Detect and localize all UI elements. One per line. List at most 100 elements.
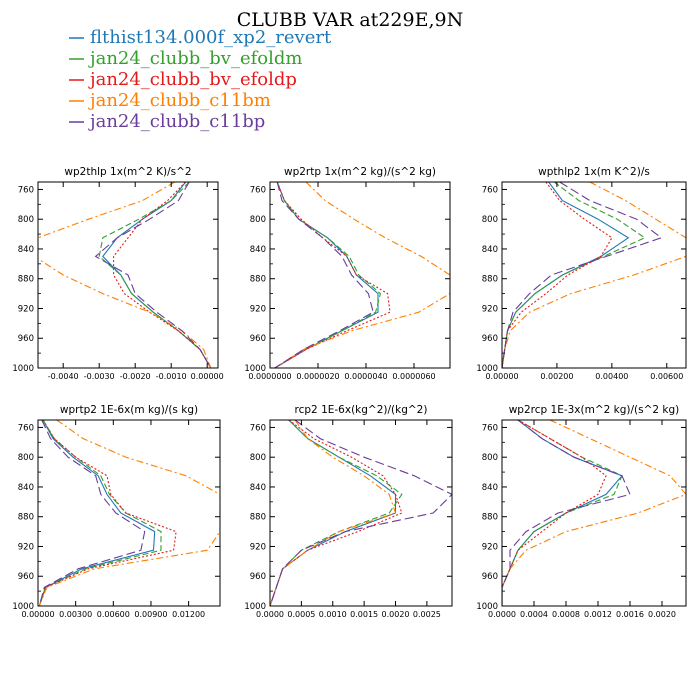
series-line [502, 420, 623, 606]
series-group [502, 182, 686, 368]
y-tick-label: 800 [250, 453, 266, 463]
y-tick-label: 920 [482, 542, 498, 552]
x-tick-label: 0.0020 [382, 610, 410, 619]
x-tick-label: 0.00600 [97, 610, 130, 619]
y-tick-label: 880 [250, 513, 266, 523]
y-tick-label: 960 [482, 334, 498, 344]
series-line [502, 420, 631, 606]
panel-2: wp2rtp 1x(m^2 kg)/(s^2 kg) 760 800 840 880 92… [244, 166, 451, 381]
panel-6: wp2rcp 1E-3x(m^2 kg)/(s^2 kg) 760 800 840 88… [476, 404, 687, 619]
y-tick-label: 880 [482, 513, 498, 523]
plot-frame [37, 181, 219, 369]
x-tick-label: 0.0015 [350, 610, 378, 619]
y-tick-label: 920 [250, 304, 266, 314]
panel-4: wprtp2 1E-6x(m kg)/(s kg) 760 800 840 880 920… [12, 404, 221, 619]
series-line [502, 182, 663, 368]
x-tick-label: 0.00200 [540, 372, 573, 381]
y-tick-label: 880 [250, 275, 266, 285]
y-tick-label: 1000 [12, 602, 34, 612]
y-tick-label: 840 [482, 483, 498, 493]
legend-entry: jan24_clubb_c11bp [69, 111, 265, 132]
panel-title: rcp2 1E-6x(kg^2)/(kg^2) [295, 404, 428, 416]
series-line [38, 420, 220, 606]
y-tick-label: 840 [250, 483, 266, 493]
y-tick-label: 960 [250, 572, 266, 582]
y-tick-label: 800 [18, 215, 34, 225]
plot-frame [269, 419, 453, 607]
y-tick-label: 760 [250, 185, 266, 195]
x-tick-label: 0.0000060 [392, 372, 435, 381]
x-tick-label: 0.0016 [616, 610, 644, 619]
y-tick-label: 760 [482, 423, 498, 433]
series-line [502, 420, 623, 606]
y-tick-label: 760 [482, 185, 498, 195]
series-line [502, 182, 613, 368]
x-tick-label: 0.01200 [172, 610, 205, 619]
series-line [502, 420, 686, 606]
panels: wp2thlp 1x(m^2 K)/s^2 760 800 840 880 920 960 1… [12, 166, 687, 619]
series-line [38, 420, 146, 606]
plot-frame [37, 419, 221, 607]
y-tick-label: 840 [18, 245, 34, 255]
y-tick-label: 880 [18, 275, 34, 285]
y-tick-label: 1000 [244, 602, 266, 612]
legend-entry: jan24_clubb_bv_efoldp [69, 69, 297, 90]
y-tick-label: 920 [250, 542, 266, 552]
legend-label: jan24_clubb_c11bp [88, 111, 265, 132]
series-line [98, 182, 212, 368]
y-tick-label: 760 [18, 185, 34, 195]
series-line [274, 182, 391, 368]
y-tick-label: 960 [482, 572, 498, 582]
series-line [102, 182, 212, 368]
legend-entry: flthist134.000f_xp2_revert [69, 27, 332, 48]
y-tick-label: 880 [18, 513, 34, 523]
y-tick-label: 840 [250, 245, 266, 255]
x-tick-label: -0.0020 [120, 372, 151, 381]
y-tick-label: 960 [250, 334, 266, 344]
x-tick-label: 0.0012 [584, 610, 612, 619]
x-tick-label: 0.0025 [413, 610, 441, 619]
series-line [502, 182, 646, 368]
y-tick-label: 960 [18, 572, 34, 582]
series-line [38, 182, 212, 368]
x-tick-label: 0.00300 [59, 610, 92, 619]
series-line [270, 420, 403, 606]
legend-label: jan24_clubb_c11bm [88, 90, 271, 111]
plot-frame [269, 181, 451, 369]
x-tick-label: 0.0004 [520, 610, 548, 619]
series-group [270, 420, 452, 606]
y-tick-label: 960 [18, 334, 34, 344]
y-tick-label: 760 [250, 423, 266, 433]
y-tick-label: 840 [18, 483, 34, 493]
y-tick-label: 920 [18, 542, 34, 552]
panel-title: wp2thlp 1x(m^2 K)/s^2 [64, 166, 191, 178]
figure-title: CLUBB VAR at229E,9N [237, 9, 463, 31]
x-tick-label: 0.00900 [134, 610, 167, 619]
series-line [502, 182, 630, 368]
panel-1: wp2thlp 1x(m^2 K)/s^2 760 800 840 880 920 960 1… [12, 166, 223, 381]
legend: flthist134.000f_xp2_revert jan24_clubb_bv… [69, 27, 332, 132]
plot-frame [501, 419, 687, 607]
x-tick-label: 0.0008 [552, 610, 580, 619]
series-group [38, 420, 220, 606]
series-line [94, 182, 212, 368]
y-tick-label: 840 [482, 245, 498, 255]
series-line [38, 420, 162, 606]
series-group [38, 182, 212, 368]
x-tick-label: 0.0000 [256, 610, 284, 619]
x-tick-label: 0.0000040 [344, 372, 387, 381]
panel-5: rcp2 1E-6x(kg^2)/(kg^2) 760 800 840 880 920 96… [244, 404, 453, 619]
series-line [502, 420, 607, 606]
y-tick-label: 920 [482, 304, 498, 314]
x-tick-label: 0.00400 [595, 372, 628, 381]
series-line [274, 182, 382, 368]
panel-title: wprtp2 1E-6x(m kg)/(s kg) [60, 404, 198, 416]
y-tick-label: 1000 [476, 364, 498, 374]
legend-entry: jan24_clubb_c11bm [69, 90, 271, 111]
y-tick-label: 1000 [476, 602, 498, 612]
series-line [38, 420, 177, 606]
panel-title: wp2rcp 1E-3x(m^2 kg)/(s^2 kg) [509, 404, 680, 416]
panel-title: wpthlp2 1x(m K^2)/s [538, 166, 650, 178]
x-tick-label: 0.00600 [650, 372, 683, 381]
